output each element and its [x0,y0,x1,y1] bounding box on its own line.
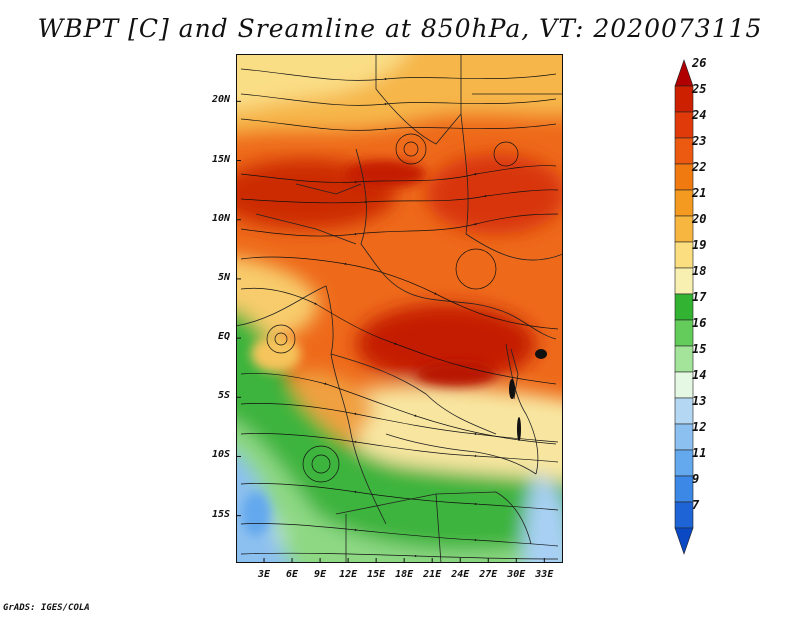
lat-tick-label: 15S [211,508,230,520]
lat-ticks [236,100,241,517]
colorbar-swatch [674,293,694,321]
colorbar-label: 18 [692,264,707,278]
colorbar-swatch [674,527,694,555]
field-core-east [426,154,563,234]
colorbar-label: 23 [692,134,707,148]
credit-text: GrADS: IGES/COLA [3,603,90,613]
lat-tick-label: 10N [211,212,230,224]
colorbar-swatch [674,59,694,87]
lon-tick-label: 21E [423,569,442,580]
colorbar-label: 7 [692,498,700,512]
colorbar-label: 17 [692,290,707,304]
field-hot-spot-1 [346,160,426,188]
colorbar-swatch [674,267,694,295]
lon-tick-label: 33E [535,569,554,580]
lon-tick-label: 9E [314,569,327,580]
lon-tick-label: 24E [451,569,470,580]
lon-ticks [263,558,545,563]
colorbar-label: 13 [692,394,707,408]
colorbar-swatch [674,449,694,477]
colorbar-label: 25 [692,82,707,96]
lat-tick-label: 20N [211,94,230,106]
colorbar-label: 16 [692,316,707,330]
colorbar-swatch [674,423,694,451]
field-blue-se [523,474,563,563]
colorbar-label: 9 [692,472,700,486]
lon-tick-label: 6E [286,569,299,580]
lakes [509,349,547,441]
lat-tick-label: 5S [217,390,230,402]
lon-tick-label: 12E [339,569,358,580]
field-hot-spot-2 [416,362,496,386]
lat-tick-label: 10S [211,449,230,461]
field-cool-spot [251,336,301,372]
colorbar-swatch [674,85,694,113]
colorbar-swatch [674,111,694,139]
colorbar-swatch [674,501,694,529]
colorbar-label: 12 [692,420,707,434]
field-lightgreen [236,422,563,563]
colorbar-swatch [674,215,694,243]
wbpt-map [236,54,563,563]
colorbar-label: 22 [692,160,707,174]
colorbar-label: 26 [692,56,707,70]
colorbar-label: 19 [692,238,707,252]
lon-tick-label: 3E [257,569,271,580]
colorbar-swatch [674,189,694,217]
colorbar-label: 14 [692,368,707,382]
lat-tick-label: 15N [211,153,230,165]
field-core-center [356,304,536,384]
colorbar-swatch [674,163,694,191]
colorbar [674,59,694,555]
colorbar-label: 11 [692,446,707,460]
colorbar-swatch [674,319,694,347]
lon-tick-label: 27E [479,569,498,580]
map-panel [236,54,563,563]
field-gulf-yellow [236,257,318,344]
colorbar-swatch [674,137,694,165]
colorbar-label: 21 [692,186,707,200]
field-north-yellow [236,54,407,110]
colorbar-label: 20 [692,212,707,226]
field-bluest-spot [242,492,270,536]
plot-title: WBPT [C] and Sreamline at 850hPa, VT: 20… [37,14,763,43]
colorbar-swatch [674,397,694,425]
colorbar-swatch [674,241,694,269]
lat-tick-label: EQ [217,331,230,343]
colorbar-label: 24 [692,108,707,122]
lon-tick-label: 15E [367,569,386,580]
lon-tick-label: 18E [395,569,414,580]
colorbar-swatch [674,475,694,503]
lon-tick-label: 30E [507,569,526,580]
colorbar-label: 15 [692,342,707,356]
lat-tick-label: 5N [217,271,230,283]
map-frame [236,54,563,563]
colorbar-swatch [674,345,694,373]
field-green [236,310,563,563]
colorbar-swatch [674,371,694,399]
streamlines [240,68,559,560]
